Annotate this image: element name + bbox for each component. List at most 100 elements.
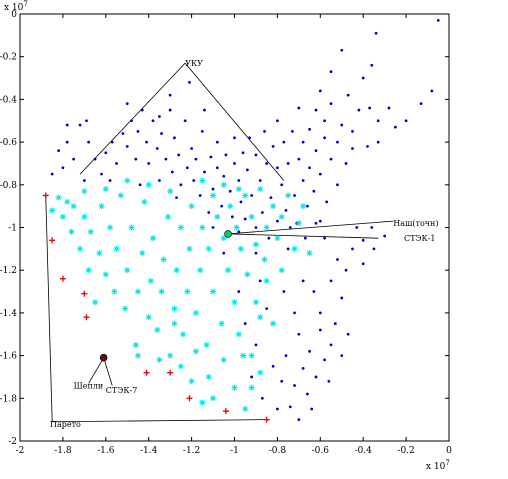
point-dot-0 — [250, 375, 254, 379]
data-points — [42, 19, 440, 423]
point-dot-0 — [312, 189, 316, 193]
point-dot-0 — [276, 219, 279, 223]
point-asterisk-1 — [55, 194, 62, 201]
point-dot-0 — [179, 183, 183, 187]
point-asterisk-1 — [218, 320, 225, 327]
point-dot-0 — [245, 168, 249, 172]
point-asterisk-1 — [173, 267, 180, 274]
point-dot-0 — [237, 179, 241, 182]
y-tick-label: -1.8 — [0, 394, 17, 404]
point-asterisk-1 — [171, 305, 178, 312]
point-dot-0 — [260, 396, 264, 400]
y-tick-label: -1.2 — [0, 266, 17, 276]
y-tick-label: -1.4 — [0, 309, 17, 319]
point-dot-0 — [175, 196, 178, 200]
point-dot-0 — [192, 179, 196, 182]
point-plus-2 — [49, 237, 56, 244]
point-dot-0 — [258, 179, 262, 182]
point-asterisk-1 — [295, 220, 302, 227]
point-asterisk-1 — [154, 326, 161, 333]
point-dot-0 — [237, 230, 241, 234]
point-asterisk-1 — [220, 181, 227, 188]
point-dot-0 — [243, 322, 247, 325]
point-dot-0 — [185, 166, 189, 170]
point-asterisk-1 — [210, 288, 217, 295]
point-asterisk-1 — [167, 188, 174, 195]
point-dot-0 — [323, 119, 326, 123]
point-dot-0 — [318, 219, 322, 223]
point-asterisk-1 — [107, 224, 114, 231]
point-asterisk-1 — [242, 192, 249, 199]
point-plus-2 — [42, 192, 49, 199]
point-asterisk-1 — [70, 203, 77, 210]
point-dot-0 — [65, 140, 69, 144]
point-dot-0 — [82, 179, 86, 182]
x-tick-label: -1 — [230, 446, 239, 456]
point-dot-0 — [336, 140, 339, 144]
point-dot-0 — [404, 119, 408, 123]
point-dot-0 — [194, 157, 198, 161]
point-circle-4 — [99, 353, 108, 362]
point-dot-0 — [329, 70, 333, 74]
point-dot-0 — [310, 407, 314, 411]
point-dot-0 — [164, 157, 168, 161]
point-asterisk-1 — [235, 186, 242, 193]
point-dot-0 — [136, 130, 140, 133]
point-asterisk-1 — [188, 203, 195, 210]
point-plus-2 — [167, 369, 174, 376]
point-asterisk-1 — [210, 395, 217, 402]
x-tick-label: -2 — [16, 446, 25, 456]
point-asterisk-1 — [77, 245, 84, 252]
point-asterisk-1 — [158, 288, 165, 295]
point-dot-0 — [248, 136, 251, 140]
point-dot-0 — [318, 311, 322, 315]
point-dot-0 — [291, 130, 294, 133]
point-dot-0 — [308, 166, 311, 170]
point-asterisk-1 — [149, 235, 156, 242]
point-asterisk-1 — [186, 245, 193, 252]
point-asterisk-1 — [160, 256, 167, 263]
point-dot-0 — [370, 63, 374, 67]
point-dot-0 — [125, 102, 129, 106]
point-asterisk-1 — [134, 288, 141, 295]
point-asterisk-1 — [49, 207, 56, 214]
point-dot-0 — [260, 211, 264, 214]
x-tick-label: -0.2 — [397, 446, 414, 456]
point-asterisk-1 — [134, 352, 141, 359]
point-dot-0 — [147, 162, 151, 165]
point-dot-0 — [383, 234, 387, 238]
point-dot-0 — [254, 251, 258, 255]
point-dot-0 — [110, 140, 114, 144]
label-stek1: СТЭК-1 — [404, 234, 436, 243]
point-dot-0 — [323, 236, 326, 240]
point-asterisk-1 — [122, 305, 129, 312]
point-asterisk-1 — [124, 177, 131, 184]
point-dot-0 — [155, 147, 159, 150]
point-dot-0 — [243, 217, 247, 221]
point-dot-0 — [293, 311, 296, 315]
point-dot-0 — [203, 170, 206, 174]
point-dot-0 — [168, 93, 172, 97]
point-asterisk-1 — [132, 341, 139, 348]
point-dot-0 — [57, 149, 61, 153]
point-dot-0 — [198, 194, 202, 197]
point-dot-0 — [211, 226, 215, 229]
point-dot-0 — [125, 144, 129, 148]
point-asterisk-1 — [68, 228, 75, 235]
point-dot-0 — [301, 367, 305, 370]
point-dot-0 — [72, 157, 76, 161]
x-tick-label: -1.4 — [140, 446, 158, 456]
point-dot-0 — [239, 200, 243, 204]
point-dot-0 — [188, 80, 191, 84]
y-tick-label: -0.8 — [0, 181, 17, 191]
y-multiplier: x 107 — [4, 0, 28, 13]
point-dot-0 — [327, 379, 331, 383]
point-dot-0 — [160, 132, 163, 135]
point-dot-0 — [361, 262, 365, 266]
point-asterisk-1 — [274, 235, 281, 242]
point-dot-0 — [115, 162, 118, 165]
point-asterisk-1 — [257, 186, 264, 193]
point-dot-0 — [336, 183, 339, 187]
point-dot-0 — [276, 119, 279, 123]
y-tick-label: -0.6 — [0, 138, 17, 148]
